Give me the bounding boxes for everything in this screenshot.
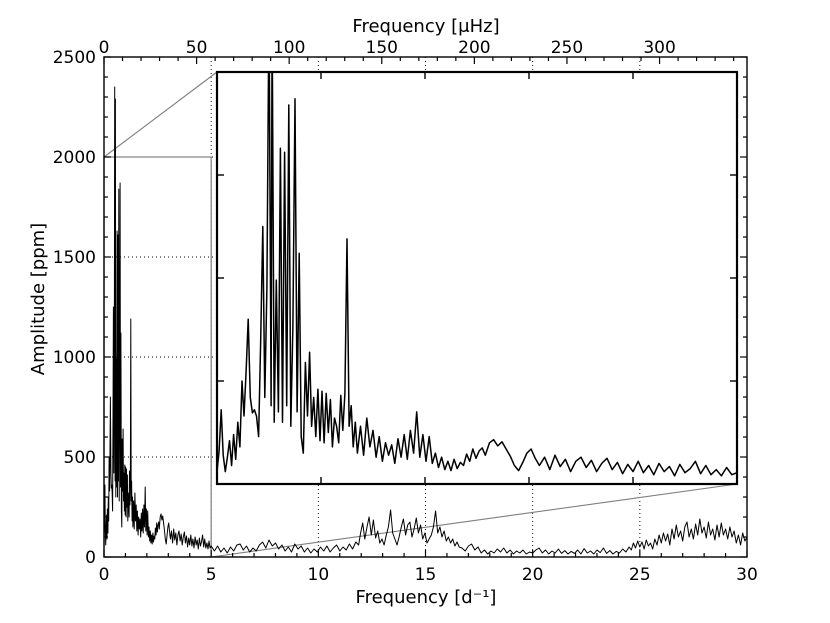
- tick-labels: 0 5 10 15 20 25 300 50 100 150 200 250 3000500100015…: [53, 38, 758, 585]
- top-tick-label: 200: [458, 38, 490, 58]
- y-tick-label: 2000: [53, 148, 96, 168]
- bottom-tick-label: 0: [99, 565, 110, 585]
- inset-spectrum-line: [217, 72, 737, 477]
- top-tick-label: 0: [99, 38, 110, 58]
- bottom-tick-label: 15: [415, 565, 437, 585]
- bottom-tick-label: 10: [308, 565, 330, 585]
- top-tick-label: 250: [551, 38, 583, 58]
- y-tick-label: 1000: [53, 348, 96, 368]
- top-tick-label: 150: [366, 38, 398, 58]
- top-tick-label: 100: [273, 38, 305, 58]
- bottom-axis-label: Frequency [d⁻¹]: [355, 587, 497, 608]
- main-ticks: [103, 56, 748, 558]
- main-spectrum-line: [104, 86, 747, 555]
- top-axis-label: Frequency [μHz]: [352, 16, 500, 37]
- bottom-tick-label: 20: [522, 565, 544, 585]
- y-tick-label: 500: [64, 448, 96, 468]
- top-tick-label: 300: [643, 38, 675, 58]
- y-tick-label: 2500: [53, 48, 96, 68]
- y-tick-label: 0: [85, 548, 96, 568]
- y-tick-label: 1500: [53, 248, 96, 268]
- connector-lines: [103, 71, 738, 558]
- inset-panel: [215, 70, 739, 486]
- y-axis-label: Amplitude [ppm]: [28, 222, 49, 376]
- bottom-tick-label: 5: [206, 565, 217, 585]
- bottom-tick-label: 30: [736, 565, 758, 585]
- inset-ticks: [218, 73, 736, 483]
- bottom-tick-label: 25: [629, 565, 651, 585]
- top-tick-label: 50: [186, 38, 208, 58]
